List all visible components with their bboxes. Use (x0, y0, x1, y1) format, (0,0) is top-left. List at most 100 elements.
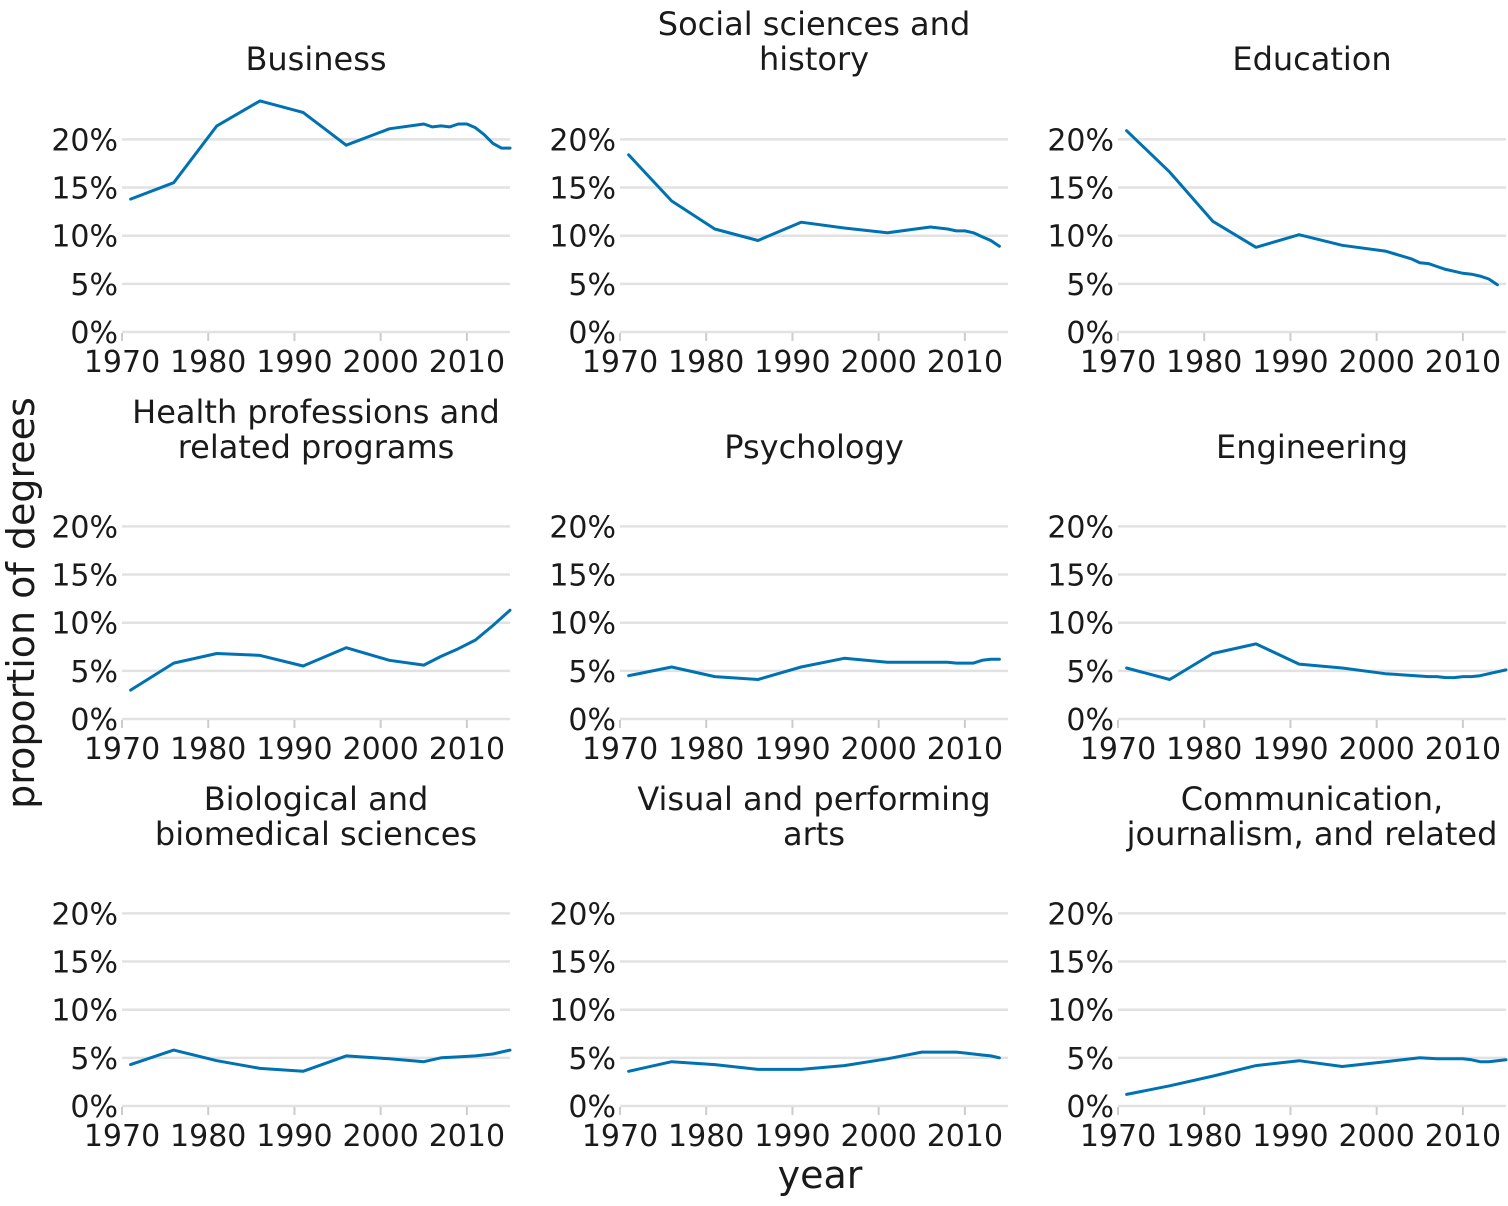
panel-title: journalism, and related (1126, 815, 1498, 853)
y-tick-label: 20% (51, 510, 118, 545)
x-tick-label: 1990 (1252, 1119, 1328, 1154)
x-tick-label: 1990 (256, 345, 332, 380)
y-tick-label: 5% (568, 1042, 616, 1077)
x-tick-label: 1970 (1080, 732, 1156, 767)
x-tick-label: 1990 (1252, 732, 1328, 767)
y-tick-label: 10% (51, 607, 118, 642)
panel-title: Communication, (1181, 780, 1443, 818)
panel: 0% 5% 10% 15% 20% 1970 1980 1990 2000 2010 Busines… (51, 40, 512, 380)
y-tick-label: 20% (1047, 123, 1114, 158)
panel-title: Visual and performing (637, 780, 990, 818)
y-tick-label: 10% (1047, 994, 1114, 1029)
panel: 0% 5% 10% 15% 20% 1970 1980 1990 2000 2010 Psychol… (549, 428, 1008, 767)
panel-title: Social sciences and (658, 5, 971, 43)
y-tick-label: 10% (549, 220, 616, 255)
y-tick-label: 5% (1066, 268, 1114, 303)
y-tick-label: 5% (1066, 1042, 1114, 1077)
y-tick-label: 5% (70, 655, 118, 690)
y-tick-label: 15% (51, 172, 118, 207)
panel-title: Engineering (1216, 428, 1408, 466)
x-tick-label: 2010 (1425, 732, 1501, 767)
y-tick-label: 0% (568, 1090, 616, 1125)
y-tick-label: 0% (70, 316, 118, 351)
y-tick-label: 5% (70, 268, 118, 303)
x-tick-label: 1970 (84, 732, 160, 767)
y-tick-label: 10% (549, 994, 616, 1029)
y-tick-label: 0% (1066, 1090, 1114, 1125)
x-tick-label: 1980 (1166, 1119, 1242, 1154)
x-tick-label: 1980 (1166, 732, 1242, 767)
series-line (1125, 642, 1508, 681)
x-tick-label: 2000 (840, 1119, 916, 1154)
y-tick-label: 5% (70, 1042, 118, 1077)
panel: 0% 5% 10% 15% 20% 1970 1980 1990 2000 2010 Visual … (549, 780, 1008, 1154)
x-tick-label: 1980 (668, 1119, 744, 1154)
y-tick-label: 0% (1066, 703, 1114, 738)
y-tick-label: 0% (70, 703, 118, 738)
x-tick-label: 2010 (927, 732, 1003, 767)
x-tick-label: 2000 (342, 1119, 418, 1154)
x-tick-label: 1990 (754, 732, 830, 767)
x-tick-label: 1990 (754, 345, 830, 380)
y-tick-label: 0% (70, 1090, 118, 1125)
x-tick-label: 1980 (668, 345, 744, 380)
panel-title: biomedical sciences (155, 815, 477, 853)
x-tick-label: 1980 (170, 732, 246, 767)
y-tick-label: 10% (51, 994, 118, 1029)
panel: 0% 5% 10% 15% 20% 1970 1980 1990 2000 2010 Health … (51, 393, 512, 767)
panel-title: history (759, 40, 869, 78)
y-tick-label: 0% (568, 316, 616, 351)
panel: 0% 5% 10% 15% 20% 1970 1980 1990 2000 2010 Communi… (1047, 780, 1508, 1154)
x-tick-label: 2010 (429, 345, 505, 380)
x-tick-label: 1980 (170, 345, 246, 380)
series-line (627, 1050, 1001, 1073)
x-tick-label: 2010 (1425, 1119, 1501, 1154)
panel-title: Education (1232, 40, 1391, 78)
y-tick-label: 15% (51, 559, 118, 594)
x-tick-label: 2010 (429, 1119, 505, 1154)
x-tick-label: 2000 (1338, 732, 1414, 767)
y-tick-label: 15% (1047, 172, 1114, 207)
y-tick-label: 10% (1047, 220, 1114, 255)
y-tick-label: 20% (549, 897, 616, 932)
y-tick-label: 20% (51, 897, 118, 932)
x-tick-label: 1970 (582, 1119, 658, 1154)
series-line (1125, 1056, 1508, 1096)
series-line (1125, 129, 1499, 287)
panel: 0% 5% 10% 15% 20% 1970 1980 1990 2000 2010 Social … (549, 5, 1008, 380)
panel-title: Biological and (204, 780, 429, 818)
y-tick-label: 15% (51, 946, 118, 981)
panel-title: Business (245, 40, 386, 78)
y-tick-label: 0% (1066, 316, 1114, 351)
x-tick-label: 2010 (1425, 345, 1501, 380)
y-tick-label: 20% (1047, 897, 1114, 932)
series-line (627, 153, 1001, 248)
panel: 0% 5% 10% 15% 20% 1970 1980 1990 2000 2010 Enginee… (1047, 428, 1508, 767)
series-line (129, 1048, 512, 1073)
x-tick-label: 1970 (1080, 345, 1156, 380)
y-tick-label: 10% (1047, 607, 1114, 642)
y-tick-label: 5% (568, 655, 616, 690)
panel: 0% 5% 10% 15% 20% 1970 1980 1990 2000 2010 Biologi… (51, 780, 512, 1154)
y-tick-label: 20% (1047, 510, 1114, 545)
panel-title: related programs (178, 428, 455, 466)
y-tick-label: 20% (549, 510, 616, 545)
y-tick-label: 5% (1066, 655, 1114, 690)
x-tick-label: 1970 (1080, 1119, 1156, 1154)
panel: 0% 5% 10% 15% 20% 1970 1980 1990 2000 2010 Educati… (1047, 40, 1506, 380)
y-tick-label: 5% (568, 268, 616, 303)
x-tick-label: 2000 (1338, 1119, 1414, 1154)
y-tick-label: 15% (549, 946, 616, 981)
y-tick-label: 20% (549, 123, 616, 158)
x-tick-label: 1990 (754, 1119, 830, 1154)
x-tick-label: 1980 (668, 732, 744, 767)
y-tick-label: 15% (549, 559, 616, 594)
y-tick-label: 10% (549, 607, 616, 642)
x-tick-label: 2000 (1338, 345, 1414, 380)
panel-title: Health professions and (132, 393, 500, 431)
x-tick-label: 1980 (170, 1119, 246, 1154)
x-tick-label: 2010 (927, 345, 1003, 380)
x-tick-label: 1970 (582, 345, 658, 380)
x-tick-label: 1970 (84, 345, 160, 380)
